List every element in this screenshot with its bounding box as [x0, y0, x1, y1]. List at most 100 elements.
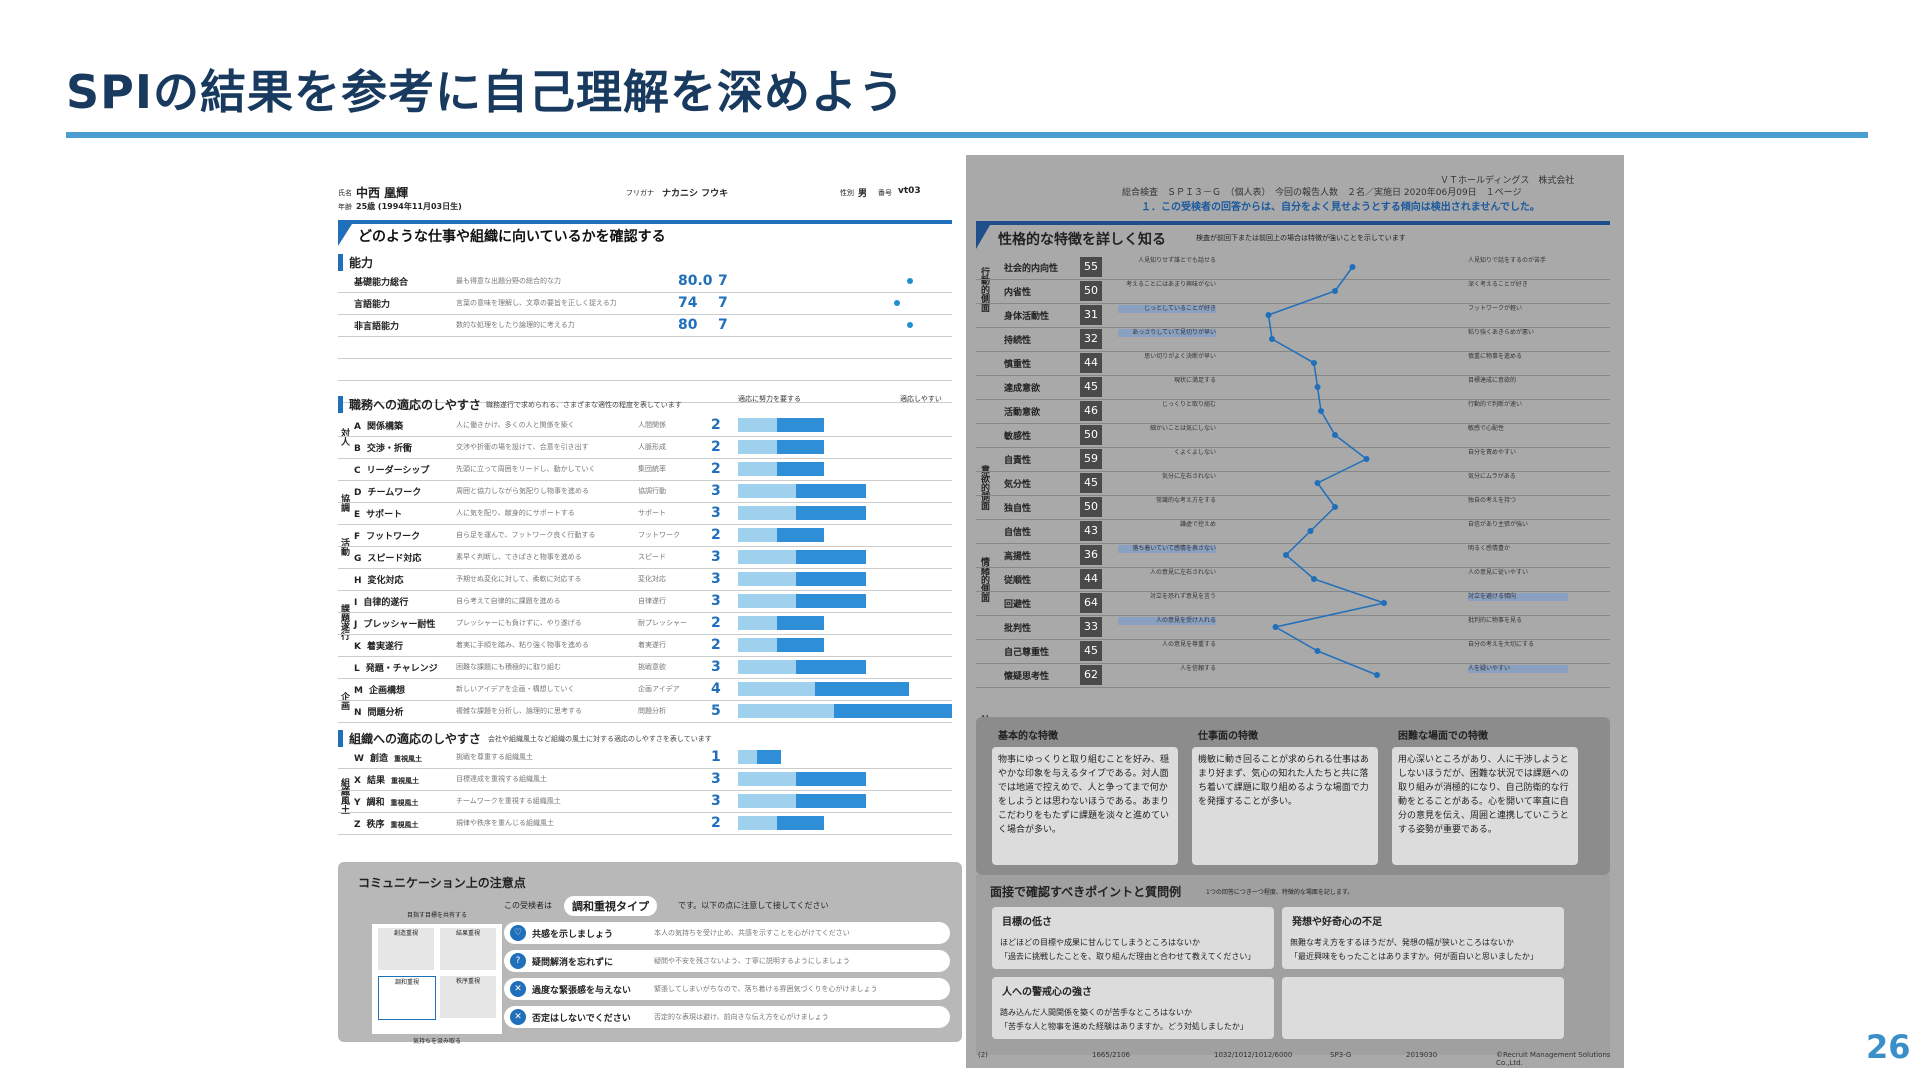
- comm-item-icon: ♡: [510, 925, 526, 941]
- job-label: 問題分析: [367, 708, 404, 718]
- name-label: 氏名: [338, 189, 352, 197]
- ability-dot: [906, 322, 913, 328]
- job-bar: [738, 484, 952, 498]
- trait-name: 達成意欲: [1004, 384, 1041, 394]
- job-desc: プレッシャーにも負けずに、やり遂げる: [456, 619, 582, 627]
- trait-point: [1314, 648, 1321, 654]
- trait-score: 46: [1080, 401, 1102, 421]
- job-bar: [738, 506, 952, 520]
- comm-item-label: 疑問解消を忘れずに: [532, 958, 614, 968]
- trait-name: 高揚性: [1004, 552, 1032, 562]
- job-short: スピード: [638, 553, 666, 561]
- job-bar: [738, 572, 952, 586]
- org-row: X 結果 重視風土 目標達成を重視する組織風土 3: [338, 768, 952, 791]
- trait-left-desc: 人の意見を尊重する: [1161, 641, 1216, 648]
- job-score: 2: [711, 637, 721, 653]
- footer-item: (2): [978, 1051, 988, 1059]
- job-score: 3: [711, 571, 721, 587]
- trait-point: [1332, 432, 1338, 438]
- job-desc: 人に働きかけ、多くの人と関係を築く: [456, 421, 575, 429]
- interview-check: 無難な考え方をするほうだが、発想の幅が狭いところはないか: [1290, 938, 1514, 947]
- job-short: 自律遂行: [638, 597, 666, 605]
- trait-score: 33: [1080, 617, 1102, 637]
- org-desc: 挑戦を尊重する組織風土: [456, 753, 533, 761]
- summary-text: 機敏に動き回ることが求められる仕事はあまり好まず、気心の知れた人たちと共に落ち着…: [1192, 747, 1378, 865]
- job-code: M: [354, 686, 363, 696]
- org-name: Y 調和 重視風土: [354, 795, 419, 808]
- job-score: 2: [711, 461, 721, 477]
- job-label: サポート: [366, 510, 403, 520]
- ability-title: 能力: [338, 254, 373, 271]
- trait-score: 50: [1080, 281, 1102, 301]
- slide-title: SPIの結果を参考に自己理解を深めよう: [66, 65, 905, 119]
- comm-item: ? 疑問解消を忘れずに 疑問や不安を残さないよう、丁寧に説明するようにしましょう: [504, 950, 950, 972]
- job-code: B: [354, 444, 361, 454]
- org-fit-note: 会社や組織風土など組織の風土に対する適応のしやすさを表しています: [488, 735, 712, 743]
- company-name: ＶＴホールディングス 株式会社: [1440, 176, 1575, 186]
- org-score: 3: [711, 793, 721, 809]
- age-label: 年齢: [338, 203, 352, 211]
- trait-point: [1363, 456, 1370, 462]
- trait-left-desc: じっとしていることが好き: [1118, 305, 1216, 313]
- job-desc: 予期せぬ変化に対して、柔軟に対応する: [456, 575, 582, 583]
- ability-row: 非言語能力 数的な処理をしたり論理的に考える力 80 7: [338, 314, 952, 337]
- job-score: 2: [711, 417, 721, 433]
- trait-name: 内省性: [1004, 288, 1032, 298]
- comm-lead-after: です。以下の点に注意して接してください: [678, 901, 829, 910]
- comm-item-label: 過度な緊張感を与えない: [532, 986, 632, 996]
- gender-label: 性別: [840, 189, 854, 197]
- job-bar-fill: [776, 638, 824, 652]
- trait-score: 62: [1080, 665, 1102, 685]
- job-desc: 新しいアイデアを企画・構想していく: [456, 685, 575, 693]
- job-bar-fill: [795, 550, 867, 564]
- trait-row: 従順性 44 人の意見に左右されない 人の意見に従いやすい: [976, 567, 1610, 592]
- comm-item-label: 否定はしないでください: [532, 1014, 631, 1024]
- ability-desc: 最も得意な出題分野の総合的な力: [456, 277, 561, 285]
- trait-score: 45: [1080, 641, 1102, 661]
- footer-item: 1032/1012/1012/6000: [1214, 1051, 1293, 1059]
- trait-group-label: 行動的側面: [979, 267, 989, 312]
- org-tag: 重視風土: [393, 755, 422, 763]
- job-row: N 問題分析 複雑な課題を分析し、論理的に思考する 問題分析 5: [338, 700, 952, 723]
- org-row: Z 秩序 重視風土 規律や秩序を重んじる組織風土 2: [338, 812, 952, 835]
- org-score: 3: [711, 771, 721, 787]
- trait-point: [1311, 576, 1317, 582]
- job-bar-fill: [834, 704, 952, 718]
- interview-check: 踏み込んだ人間関係を築くのが苦手なところはないか: [1000, 1008, 1192, 1017]
- job-desc: 人に気を配り、献身的にサポートする: [456, 509, 575, 517]
- trait-name: 独自性: [1004, 504, 1032, 514]
- ability-row-empty: [338, 380, 952, 403]
- job-short: 変化対応: [638, 575, 666, 583]
- trait-right-desc: 慎重に物事を進める: [1468, 353, 1523, 360]
- job-code: J: [354, 620, 358, 630]
- page-number: 26: [1866, 1028, 1911, 1066]
- org-row: Y 調和 重視風土 チームワークを重視する組織風土 3: [338, 790, 952, 813]
- job-short: 問題分析: [638, 707, 666, 715]
- interview-point: 発想や好奇心の不足: [1292, 917, 1382, 928]
- trait-right-desc: 自信があり主張が強い: [1468, 521, 1529, 528]
- trait-score: 59: [1080, 449, 1102, 469]
- org-label: 創造: [369, 754, 388, 764]
- candidate-gender: 男: [858, 189, 868, 199]
- trait-name: 気分性: [1004, 480, 1032, 490]
- trait-right-desc: 人の意見に従いやすい: [1468, 569, 1529, 576]
- job-row: L 発題・チャレンジ 困難な課題にも積極的に取り組む 挑戦意欲 3: [338, 656, 952, 679]
- section-title: どのような仕事や組織に向いているかを確認する: [358, 229, 666, 245]
- trait-row: 気分性 45 気分に左右されない 気分にムラがある: [976, 471, 1610, 496]
- summary-heading: 仕事面の特徴: [1198, 731, 1258, 742]
- job-code: N: [354, 708, 362, 718]
- job-bar-fill: [776, 616, 824, 630]
- ability-name: 言語能力: [354, 300, 391, 310]
- org-bar-fill: [757, 750, 781, 764]
- comm-item: ✕ 過度な緊張感を与えない 緊張してしまいがちなので、落ち着ける雰囲気づくりを心がけ…: [504, 978, 950, 1000]
- job-score: 4: [711, 681, 721, 697]
- trait-point: [1269, 336, 1275, 342]
- comm-item: ✕ 否定はしないでください 否定的な表現は避け、前向きな伝え方を心がけましょう: [504, 1006, 950, 1028]
- job-row: F フットワーク 自ら足を運んで、フットワーク良く行動する フットワーク 2: [338, 524, 952, 547]
- job-short: 着実遂行: [638, 641, 666, 649]
- job-code: K: [354, 642, 361, 652]
- job-label: プレッシャー耐性: [363, 620, 436, 630]
- validity-warning: １．この受検者の回答からは、自分をよく見せようとする傾向は検出されませんでした。: [1141, 202, 1540, 213]
- org-score: 1: [711, 749, 721, 765]
- job-short: フットワーク: [638, 531, 680, 539]
